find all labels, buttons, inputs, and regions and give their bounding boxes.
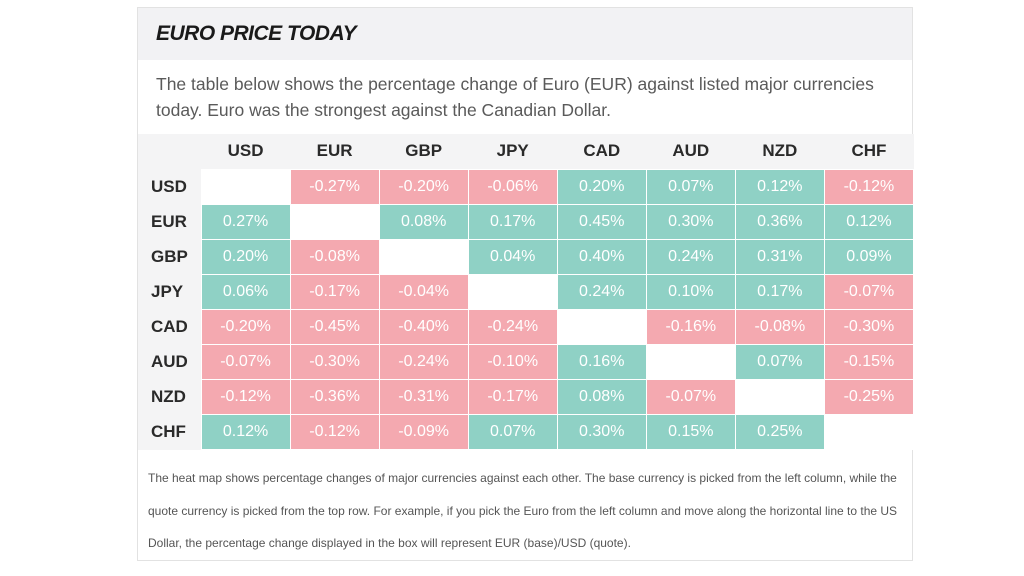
- heatmap-cell: -0.08%: [734, 308, 825, 345]
- heatmap-cell: -0.30%: [823, 308, 915, 345]
- row-head-gbp: GBP: [138, 239, 202, 274]
- heatmap-row-aud: AUD -0.07% -0.30% -0.24% -0.10% 0.16% 0.07% -0.…: [138, 343, 915, 380]
- row-head-chf: CHF: [138, 414, 202, 449]
- row-head-eur: EUR: [138, 204, 202, 239]
- heatmap-cell: 0.07%: [734, 343, 825, 380]
- heatmap-cell: -0.04%: [378, 273, 469, 310]
- heatmap-cell: -0.12%: [289, 413, 380, 450]
- heatmap-cell: 0.08%: [378, 203, 469, 240]
- heatmap-cell: 0.36%: [734, 203, 825, 240]
- heatmap-cell: 0.16%: [556, 343, 647, 380]
- heatmap-cell: -0.07%: [200, 343, 291, 380]
- heatmap-cell: 0.17%: [734, 273, 825, 310]
- col-head-aud: AUD: [646, 134, 736, 169]
- heatmap-cell: 0.04%: [467, 238, 558, 275]
- heatmap-cell: [289, 203, 380, 240]
- heatmap-cell: -0.27%: [289, 168, 380, 205]
- heatmap-cell: -0.17%: [289, 273, 380, 310]
- heatmap-cell: 0.30%: [645, 203, 736, 240]
- heatmap-cell: -0.40%: [378, 308, 469, 345]
- heatmap-cell: -0.07%: [645, 378, 736, 415]
- heatmap-cell: 0.06%: [200, 273, 291, 310]
- heatmap-cell: [645, 343, 736, 380]
- heatmap-cell: -0.24%: [378, 343, 469, 380]
- heatmap-cell: 0.25%: [734, 413, 825, 450]
- card-header: EURO PRICE TODAY: [138, 8, 912, 60]
- row-head-cad: CAD: [138, 309, 202, 344]
- heatmap-cell: [467, 273, 558, 310]
- col-head-usd: USD: [201, 134, 291, 169]
- heatmap-cell: -0.24%: [467, 308, 558, 345]
- heatmap-cell: 0.07%: [645, 168, 736, 205]
- col-head-chf: CHF: [824, 134, 914, 169]
- heatmap-cell: -0.12%: [200, 378, 291, 415]
- heatmap-cell: 0.12%: [200, 413, 291, 450]
- heatmap-cell: -0.06%: [467, 168, 558, 205]
- heatmap-cell: -0.36%: [289, 378, 380, 415]
- col-head-eur: EUR: [290, 134, 380, 169]
- heatmap-cell: 0.24%: [556, 273, 647, 310]
- heatmap-cell: [734, 378, 825, 415]
- heatmap-cell: 0.08%: [556, 378, 647, 415]
- heatmap-note: The heat map shows percentage changes of…: [148, 471, 898, 550]
- heatmap-corner: [138, 134, 202, 169]
- heatmap-cell: -0.09%: [378, 413, 469, 450]
- heatmap-cell: -0.10%: [467, 343, 558, 380]
- row-head-nzd: NZD: [138, 379, 202, 414]
- heatmap-cell: 0.12%: [734, 168, 825, 205]
- intro-text: The table below shows the percentage cha…: [156, 74, 874, 120]
- heatmap-cell: -0.30%: [289, 343, 380, 380]
- heatmap-cell: 0.09%: [823, 238, 915, 275]
- col-head-nzd: NZD: [735, 134, 825, 169]
- heatmap-row-usd: USD -0.27% -0.20% -0.06% 0.20% 0.07% 0.12% -0.1…: [138, 168, 915, 205]
- heatmap-cell: 0.07%: [467, 413, 558, 450]
- heatmap-cell: 0.45%: [556, 203, 647, 240]
- heatmap-row-jpy: JPY 0.06% -0.17% -0.04% 0.24% 0.10% 0.17% -0.07…: [138, 273, 915, 310]
- row-head-jpy: JPY: [138, 274, 202, 309]
- heatmap-cell: 0.15%: [645, 413, 736, 450]
- heatmap-cell: -0.20%: [200, 308, 291, 345]
- heatmap-cell: 0.17%: [467, 203, 558, 240]
- heatmap-cell: -0.25%: [823, 378, 915, 415]
- heatmap-cell: 0.20%: [200, 238, 291, 275]
- heatmap-cell: -0.08%: [289, 238, 380, 275]
- heatmap-cell: 0.31%: [734, 238, 825, 275]
- heatmap-cell: [556, 308, 647, 345]
- heatmap-cell: [823, 413, 915, 450]
- heatmap-cell: -0.45%: [289, 308, 380, 345]
- col-head-jpy: JPY: [468, 134, 558, 169]
- heatmap-body: USD -0.27% -0.20% -0.06% 0.20% 0.07% 0.12% -0.1…: [138, 168, 915, 450]
- heatmap-cell: 0.12%: [823, 203, 915, 240]
- heatmap-cell: 0.20%: [556, 168, 647, 205]
- currency-heatmap: USD EUR GBP JPY CAD AUD NZD CHF USD -0.27…: [138, 134, 915, 450]
- euro-price-card: EURO PRICE TODAY The table below shows t…: [137, 7, 915, 561]
- heatmap-cell: -0.07%: [823, 273, 915, 310]
- heatmap-cell: 0.30%: [556, 413, 647, 450]
- col-head-gbp: GBP: [379, 134, 469, 169]
- heatmap-cell: -0.12%: [823, 168, 915, 205]
- heatmap-cell: [378, 238, 469, 275]
- heatmap-cell: -0.31%: [378, 378, 469, 415]
- heatmap-cell: -0.16%: [645, 308, 736, 345]
- heatmap-row-chf: CHF 0.12% -0.12% -0.09% 0.07% 0.30% 0.15% 0.25%: [138, 413, 915, 450]
- heatmap-row-cad: CAD -0.20% -0.45% -0.40% -0.24% -0.16% -0.08% -…: [138, 308, 915, 345]
- heatmap-row-eur: EUR 0.27% 0.08% 0.17% 0.45% 0.30% 0.36% 0.12%: [138, 203, 915, 240]
- heatmap-header-row: USD EUR GBP JPY CAD AUD NZD CHF: [138, 134, 914, 169]
- heatmap-cell: 0.27%: [200, 203, 291, 240]
- heatmap-cell: [200, 168, 291, 205]
- heatmap-cell: 0.24%: [645, 238, 736, 275]
- heatmap-cell: 0.10%: [645, 273, 736, 310]
- row-head-usd: USD: [138, 169, 202, 204]
- heatmap-cell: -0.15%: [823, 343, 915, 380]
- heatmap-cell: -0.17%: [467, 378, 558, 415]
- col-head-cad: CAD: [557, 134, 647, 169]
- heatmap-row-nzd: NZD -0.12% -0.36% -0.31% -0.17% 0.08% -0.07% -0…: [138, 378, 915, 415]
- heatmap-cell: 0.40%: [556, 238, 647, 275]
- heatmap-row-gbp: GBP 0.20% -0.08% 0.04% 0.40% 0.24% 0.31% 0.09%: [138, 238, 915, 275]
- row-head-aud: AUD: [138, 344, 202, 379]
- heatmap-cell: -0.20%: [378, 168, 469, 205]
- page-title: EURO PRICE TODAY: [156, 22, 357, 45]
